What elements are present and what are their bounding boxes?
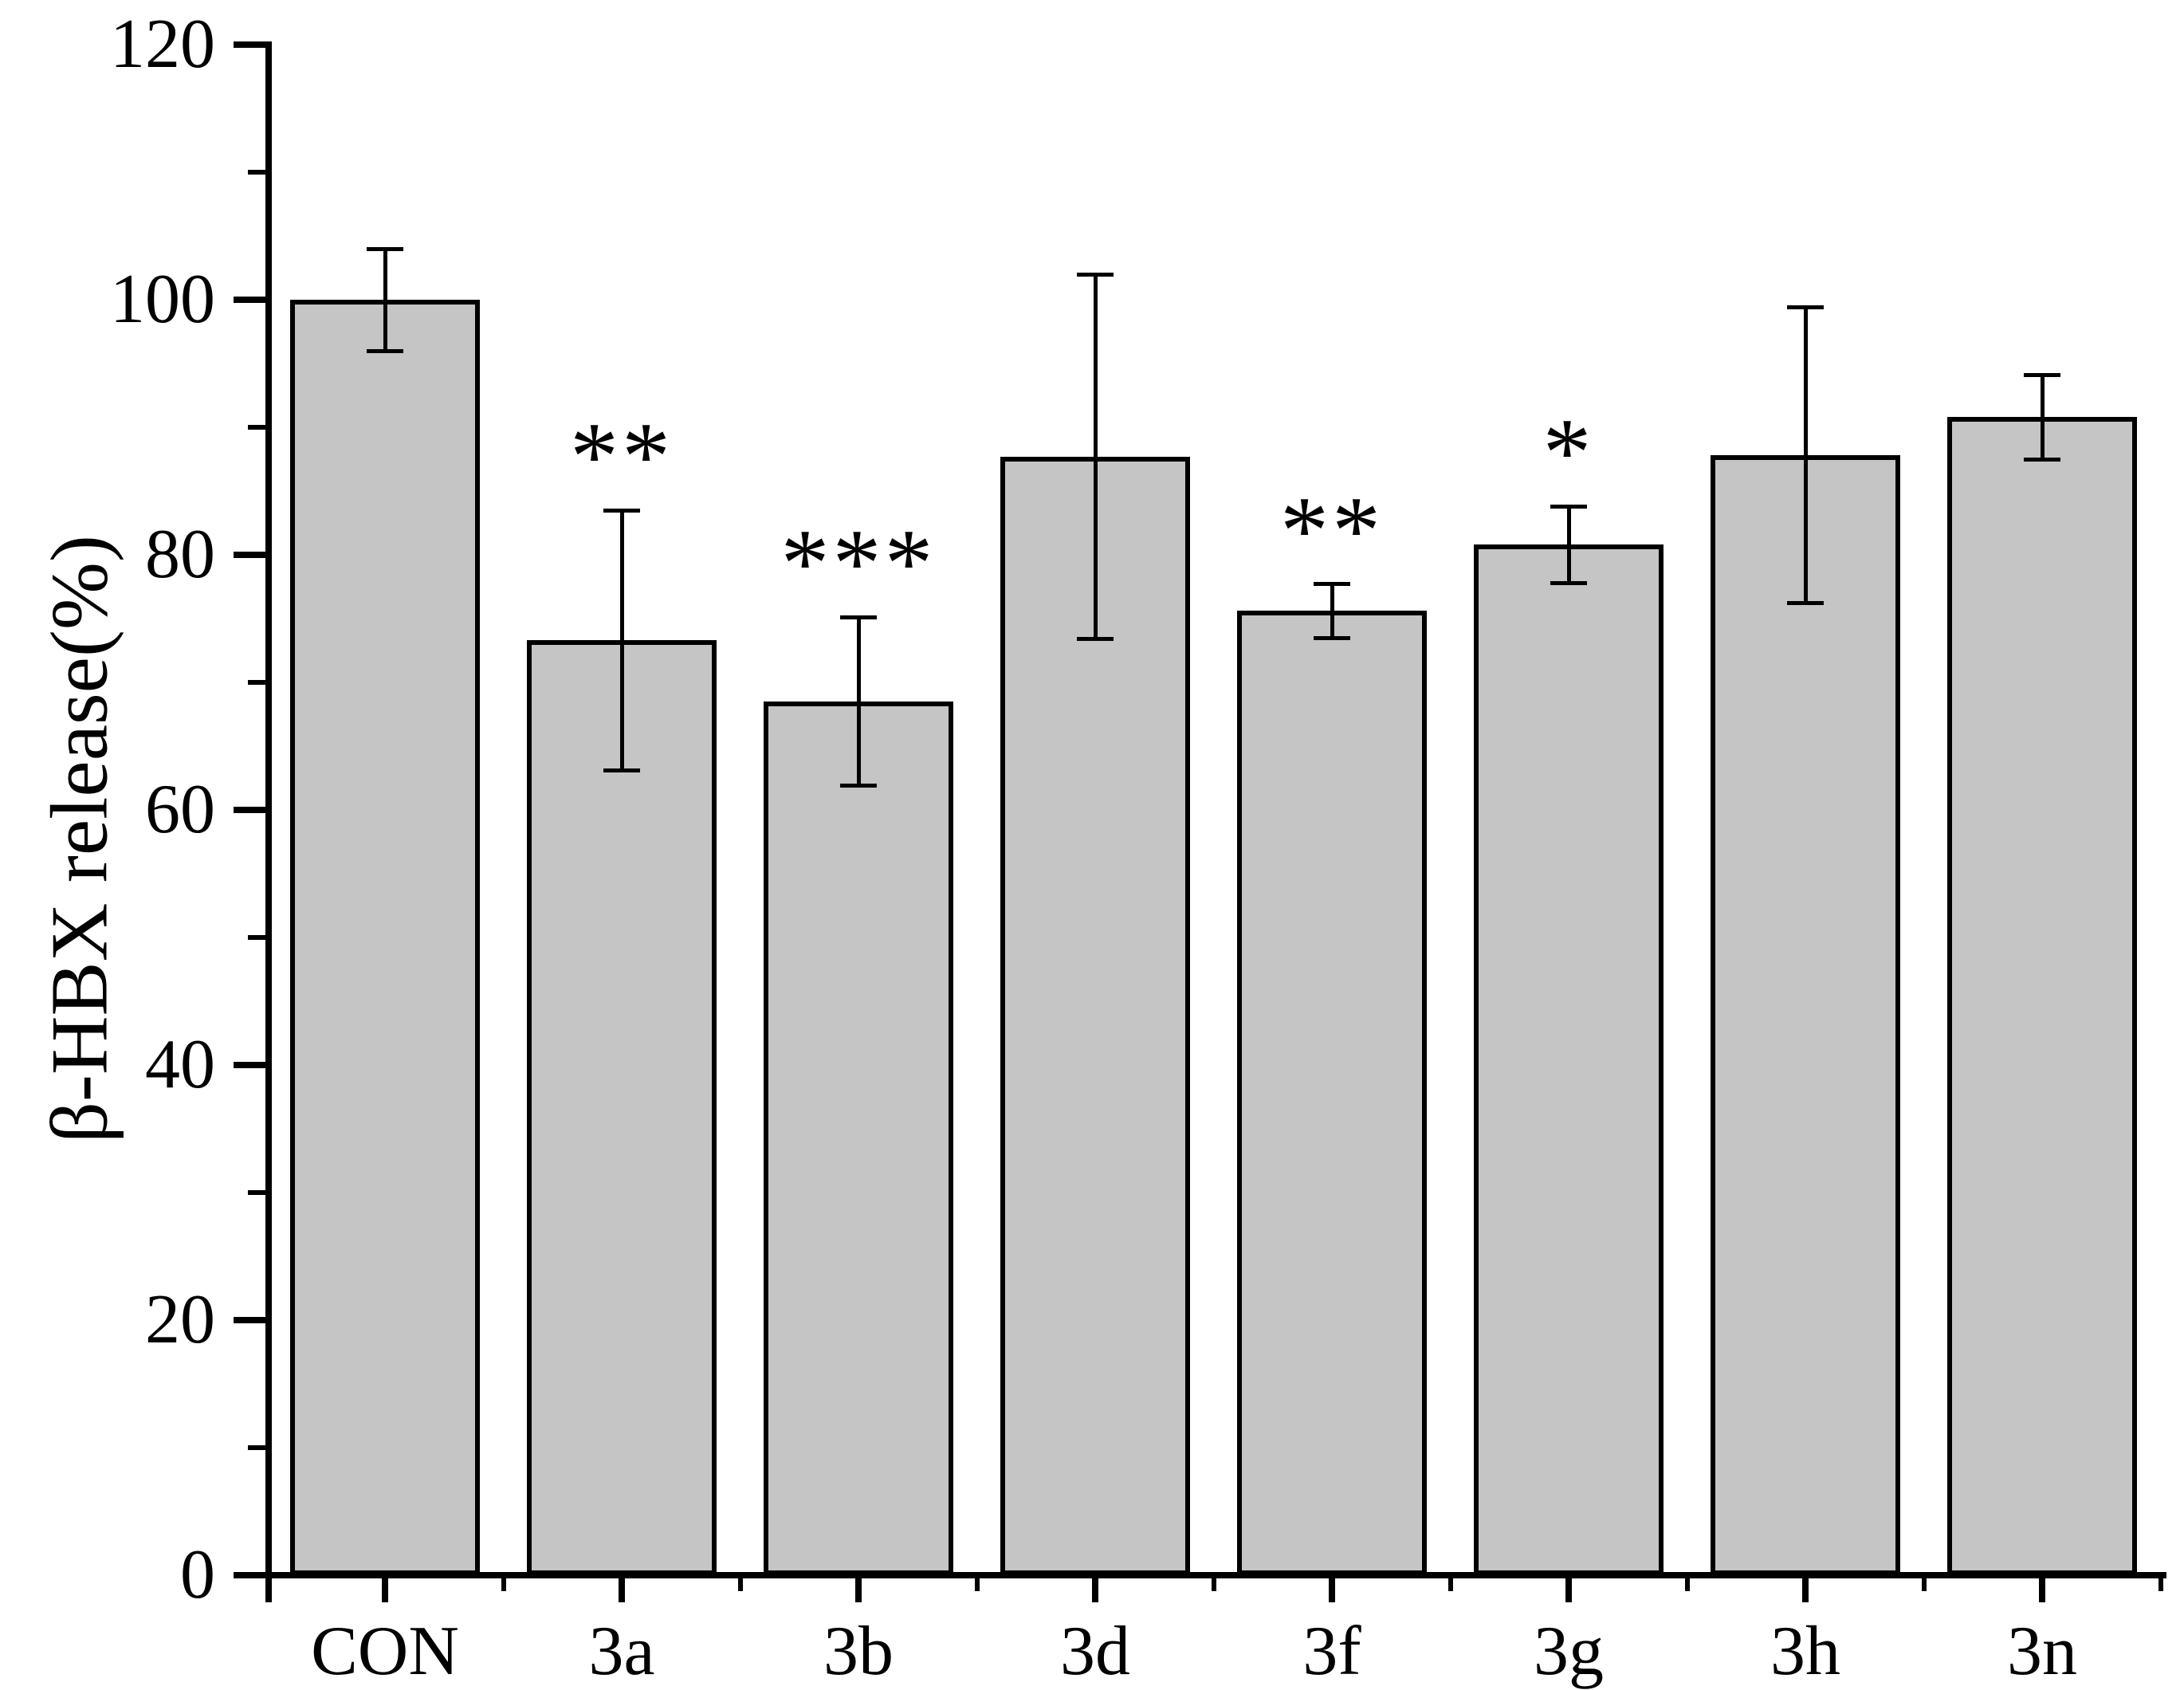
y-minor-tick-90 bbox=[248, 425, 269, 430]
bar-3n bbox=[1947, 417, 2137, 1575]
x-tick-label-3f: 3f bbox=[1302, 1613, 1361, 1690]
significance-3a: ** bbox=[570, 403, 674, 510]
x-axis-line bbox=[234, 1572, 2166, 1578]
x-tick-label-3n: 3n bbox=[2007, 1613, 2077, 1690]
x-minor-tick-6 bbox=[1684, 1575, 1690, 1591]
bar-CON bbox=[290, 300, 480, 1575]
x-minor-tick-2 bbox=[737, 1575, 743, 1591]
y-minor-tick-110 bbox=[248, 170, 269, 175]
y-minor-tick-30 bbox=[248, 1190, 269, 1195]
error-cap-top-3n bbox=[2024, 372, 2060, 377]
x-major-tick-3n bbox=[2039, 1575, 2045, 1602]
y-major-tick-80 bbox=[234, 552, 269, 558]
y-tick-label-80: 80 bbox=[145, 516, 215, 593]
significance-3f: ** bbox=[1280, 476, 1384, 584]
y-major-tick-100 bbox=[234, 297, 269, 303]
error-cap-bottom-3b bbox=[840, 784, 877, 788]
error-cap-bottom-3f bbox=[1314, 635, 1350, 640]
error-cap-top-CON bbox=[367, 246, 403, 251]
y-tick-label-100: 100 bbox=[110, 261, 215, 338]
bar-3g bbox=[1474, 544, 1664, 1575]
x-tick-label-3d: 3d bbox=[1060, 1613, 1130, 1690]
error-cap-bottom-3d bbox=[1077, 637, 1114, 642]
y-major-tick-20 bbox=[234, 1317, 269, 1323]
significance-3b: *** bbox=[780, 509, 937, 618]
error-cap-bottom-3h bbox=[1787, 601, 1824, 606]
bar-3f bbox=[1237, 611, 1427, 1575]
x-minor-tick-5 bbox=[1447, 1575, 1453, 1591]
x-major-tick-3f bbox=[1329, 1575, 1335, 1602]
bar-3a bbox=[527, 640, 717, 1575]
x-tick-label-3a: 3a bbox=[588, 1613, 655, 1690]
y-minor-tick-70 bbox=[248, 680, 269, 685]
x-tick-label-CON: CON bbox=[311, 1613, 459, 1690]
bar-3h bbox=[1711, 455, 1900, 1575]
error-cap-bottom-3n bbox=[2024, 457, 2060, 462]
x-minor-tick-7 bbox=[1921, 1575, 1927, 1591]
significance-3g: * bbox=[1542, 399, 1595, 507]
error-bar-3h bbox=[1803, 307, 1808, 603]
y-tick-label-40: 40 bbox=[145, 1026, 215, 1103]
x-tick-label-3h: 3h bbox=[1770, 1613, 1840, 1690]
error-cap-top-3a bbox=[603, 508, 640, 513]
error-cap-bottom-3a bbox=[603, 768, 640, 772]
x-tick-label-3g: 3g bbox=[1534, 1613, 1604, 1690]
error-bar-3a bbox=[619, 510, 624, 771]
y-major-tick-40 bbox=[234, 1062, 269, 1068]
x-major-tick-3g bbox=[1565, 1575, 1572, 1602]
error-cap-top-3f bbox=[1314, 582, 1350, 587]
y-axis-line bbox=[265, 41, 272, 1602]
y-tick-label-20: 20 bbox=[145, 1281, 215, 1358]
error-cap-top-3h bbox=[1787, 305, 1824, 310]
x-minor-tick-3 bbox=[974, 1575, 980, 1591]
y-minor-tick-50 bbox=[248, 935, 269, 940]
bar-3b bbox=[764, 702, 953, 1575]
y-tick-label-0: 0 bbox=[180, 1536, 215, 1613]
x-tick-label-3b: 3b bbox=[823, 1613, 894, 1690]
x-major-tick-CON bbox=[382, 1575, 388, 1602]
error-bar-3f bbox=[1330, 584, 1334, 638]
y-tick-label-60: 60 bbox=[145, 771, 215, 848]
y-major-tick-60 bbox=[234, 807, 269, 813]
x-major-tick-3h bbox=[1802, 1575, 1809, 1602]
x-major-tick-3b bbox=[855, 1575, 862, 1602]
x-major-tick-3a bbox=[619, 1575, 625, 1602]
y-major-tick-120 bbox=[234, 41, 269, 48]
error-cap-top-3g bbox=[1550, 504, 1587, 509]
error-cap-bottom-3g bbox=[1550, 580, 1587, 585]
x-minor-tick-1 bbox=[501, 1575, 506, 1591]
error-bar-3n bbox=[2040, 375, 2045, 459]
y-minor-tick-10 bbox=[248, 1445, 269, 1450]
bar-3d bbox=[1000, 456, 1190, 1575]
y-tick-label-120: 120 bbox=[110, 6, 215, 83]
error-bar-3g bbox=[1566, 506, 1571, 584]
error-bar-3d bbox=[1093, 274, 1098, 639]
x-major-tick-3d bbox=[1092, 1575, 1098, 1602]
error-bar-CON bbox=[383, 249, 387, 351]
error-cap-top-3d bbox=[1077, 272, 1114, 277]
x-minor-tick-8 bbox=[2158, 1575, 2163, 1591]
error-bar-3b bbox=[856, 617, 861, 786]
error-cap-top-3b bbox=[840, 615, 877, 619]
x-minor-tick-4 bbox=[1211, 1575, 1216, 1591]
error-cap-bottom-CON bbox=[367, 348, 403, 353]
